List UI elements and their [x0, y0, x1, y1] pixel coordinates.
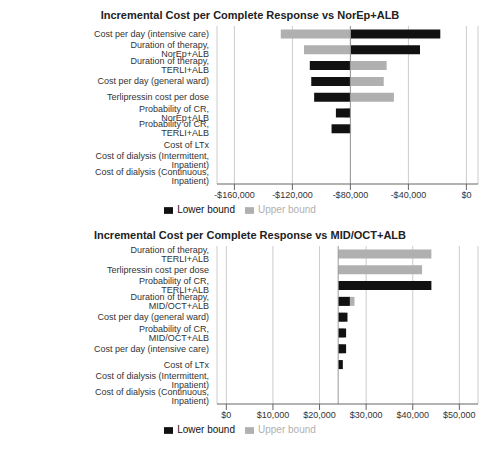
svg-text:$0: $0 — [461, 190, 471, 200]
svg-text:Cost per day (general ward): Cost per day (general ward) — [97, 76, 209, 86]
svg-text:Duration of therapy,MID/OCT+AL: Duration of therapy,MID/OCT+ALB — [131, 292, 209, 311]
svg-text:-$160,000: -$160,000 — [214, 190, 255, 200]
svg-text:Terlipressin cost per dose: Terlipressin cost per dose — [107, 265, 209, 275]
svg-text:$0: $0 — [221, 410, 231, 420]
svg-text:$20,000: $20,000 — [303, 410, 336, 420]
svg-text:Cost of LTx: Cost of LTx — [164, 140, 210, 150]
svg-text:$50,000: $50,000 — [443, 410, 476, 420]
svg-text:Duration of therapy,TERLI+ALB: Duration of therapy,TERLI+ALB — [131, 56, 209, 75]
svg-text:Probability of CR,TERLI+ALB: Probability of CR,TERLI+ALB — [139, 119, 209, 138]
svg-text:$30,000: $30,000 — [350, 410, 383, 420]
svg-text:Terlipressin cost per dose: Terlipressin cost per dose — [107, 92, 209, 102]
svg-text:-$40,000: -$40,000 — [391, 190, 427, 200]
svg-text:Cost of dialysis (Continuous,I: Cost of dialysis (Continuous,Inpatient) — [95, 387, 209, 406]
svg-text:Cost per day (general ward): Cost per day (general ward) — [97, 312, 209, 322]
svg-text:-$120,000: -$120,000 — [272, 190, 313, 200]
svg-text:Cost per day (intensive care): Cost per day (intensive care) — [94, 29, 209, 39]
svg-text:$40,000: $40,000 — [396, 410, 429, 420]
svg-text:Probability of CR,MID/OCT+ALB: Probability of CR,MID/OCT+ALB — [139, 324, 209, 343]
svg-text:$10,000: $10,000 — [257, 410, 290, 420]
svg-text:Cost of LTx: Cost of LTx — [164, 360, 210, 370]
svg-text:Duration of therapy,TERLI+ALB: Duration of therapy,TERLI+ALB — [131, 245, 209, 264]
svg-text:Cost of dialysis (Continuous,I: Cost of dialysis (Continuous,Inpatient) — [95, 167, 209, 186]
svg-text:-$80,000: -$80,000 — [333, 190, 369, 200]
svg-text:Cost per day (intensive care): Cost per day (intensive care) — [94, 344, 209, 354]
